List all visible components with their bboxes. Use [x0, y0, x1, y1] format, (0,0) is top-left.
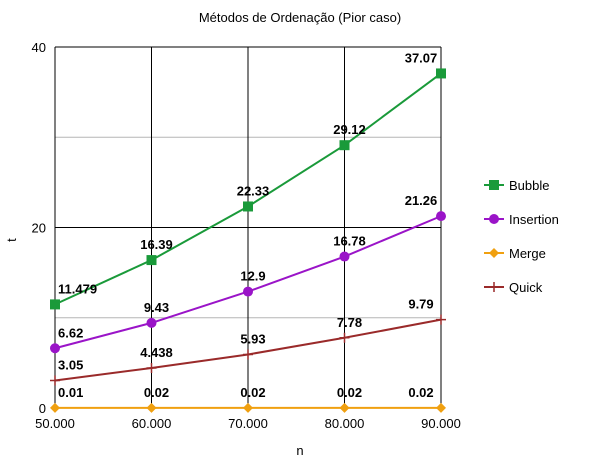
- data-point-diamond: [50, 402, 60, 413]
- data-label: 0.02: [144, 385, 169, 400]
- data-label: 0.02: [337, 385, 362, 400]
- data-label: 11.479: [58, 281, 97, 296]
- series-insertion: 6.62 9.43 12.9 16.78 21.26: [50, 193, 446, 354]
- x-tick-label: 90.000: [421, 416, 461, 431]
- series-bubble: 11.479 16.39 22.33 29.12 37.07: [50, 50, 446, 310]
- data-label: 22.33: [237, 183, 270, 198]
- data-label: 9.79: [408, 297, 433, 312]
- data-point-plus: [243, 349, 253, 360]
- data-label: 6.62: [58, 325, 83, 340]
- legend-item-merge: Merge: [484, 246, 546, 261]
- data-label: 3.05: [58, 357, 83, 372]
- data-point-diamond: [146, 402, 157, 413]
- y-axis-label: t: [4, 238, 19, 242]
- data-label: 16.78: [333, 234, 366, 249]
- data-point-circle: [436, 211, 446, 222]
- legend-label: Merge: [509, 246, 546, 261]
- x-tick-label: 70.000: [228, 416, 268, 431]
- x-axis-label: n: [296, 443, 303, 458]
- legend-item-bubble: Bubble: [484, 178, 549, 193]
- data-label: 37.07: [405, 50, 438, 65]
- tick-labels: 50.000 60.000 70.000 80.000 90.000 0 20 40: [32, 40, 461, 431]
- data-label: 21.26: [405, 193, 438, 208]
- x-tick-label: 60.000: [132, 416, 172, 431]
- y-tick-label: 40: [32, 40, 46, 55]
- data-point-circle: [489, 214, 499, 224]
- y-tick-label: 0: [39, 401, 46, 416]
- series-merge: 0.01 0.02 0.02 0.02 0.02: [50, 385, 446, 413]
- data-point-square: [146, 255, 157, 266]
- data-point-diamond: [339, 402, 350, 413]
- data-label: 9.43: [144, 300, 169, 315]
- data-point-square: [50, 299, 60, 310]
- data-point-plus: [146, 362, 157, 373]
- legend-label: Bubble: [509, 178, 549, 193]
- data-point-diamond: [436, 402, 446, 413]
- series-group: 11.479 16.39 22.33 29.12 37.07 6.62 9.43 12.9 16…: [50, 50, 446, 413]
- chart-title: Métodos de Ordenação (Pior caso): [199, 10, 401, 25]
- data-label: 4.438: [140, 345, 173, 360]
- data-point-diamond: [489, 248, 499, 258]
- data-point-plus: [489, 282, 499, 292]
- data-label: 0.01: [58, 385, 83, 400]
- data-point-circle: [339, 251, 350, 262]
- data-label: 16.39: [140, 237, 173, 252]
- legend-label: Quick: [509, 280, 543, 295]
- data-point-circle: [243, 286, 253, 297]
- data-point-plus: [436, 314, 446, 325]
- data-label: 0.02: [240, 385, 265, 400]
- legend-label: Insertion: [509, 212, 559, 227]
- data-point-plus: [50, 375, 60, 386]
- data-label: 12.9: [240, 269, 265, 284]
- data-point-circle: [50, 343, 60, 354]
- data-point-square: [243, 201, 253, 212]
- legend: Bubble Insertion Merge Quick: [484, 178, 559, 295]
- data-point-circle: [146, 317, 157, 328]
- data-label: 29.12: [333, 122, 366, 137]
- series-quick: 3.05 4.438 5.93 7.78 9.79: [50, 297, 446, 386]
- x-tick-label: 80.000: [325, 416, 365, 431]
- data-point-square: [489, 180, 499, 190]
- legend-item-insertion: Insertion: [484, 212, 559, 227]
- data-point-plus: [339, 332, 350, 343]
- x-tick-label: 50.000: [35, 416, 75, 431]
- data-label: 7.78: [337, 315, 362, 330]
- legend-item-quick: Quick: [484, 280, 543, 295]
- data-point-square: [436, 68, 446, 79]
- data-label: 5.93: [240, 331, 265, 346]
- data-point-square: [339, 140, 350, 151]
- data-label: 0.02: [408, 385, 433, 400]
- data-point-diamond: [243, 402, 253, 413]
- y-tick-label: 20: [32, 221, 46, 236]
